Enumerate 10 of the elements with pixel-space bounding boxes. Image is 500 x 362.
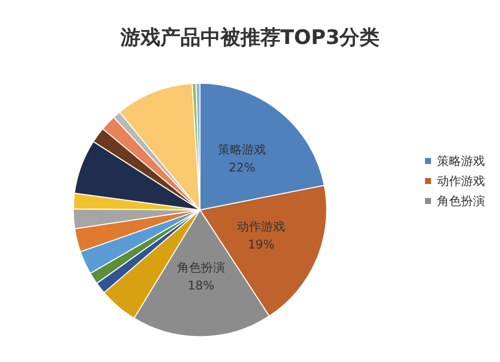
legend-label: 角色扮演 [437, 194, 485, 208]
slice-label: 角色扮演 [177, 260, 226, 274]
slice-label: 策略游戏 [218, 142, 266, 157]
slice-label: 动作游戏 [237, 220, 286, 234]
legend-label: 策略游戏 [437, 154, 485, 168]
data-label: 19% [248, 238, 274, 252]
data-label: 22% [228, 160, 256, 175]
chart-title: 游戏产品中被推荐TOP3分类 [119, 25, 380, 49]
legend-label: 动作游戏 [437, 174, 485, 188]
data-label: 18% [188, 278, 214, 292]
